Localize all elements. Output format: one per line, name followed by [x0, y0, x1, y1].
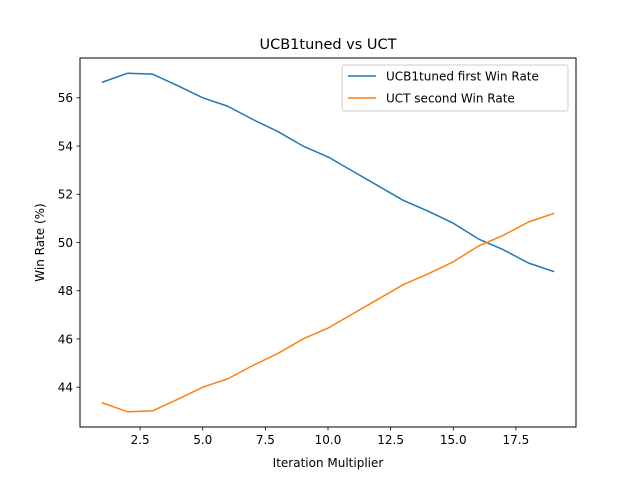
series-line-2 — [101, 212, 555, 413]
y-tick-label: 56 — [58, 91, 73, 105]
y-tick-label: 46 — [58, 332, 73, 346]
x-tick-label: 5.0 — [193, 433, 212, 447]
y-axis-label: Win Rate (%) — [33, 203, 47, 281]
chart-title: UCB1tuned vs UCT — [259, 37, 396, 53]
x-tick-label: 17.5 — [503, 433, 530, 447]
x-tick-label: 10.0 — [315, 433, 342, 447]
y-tick-label: 54 — [58, 139, 73, 153]
plot-frame — [79, 57, 577, 428]
axes-group: 2.5 5.0 7.5 10.0 12.5 15.0 17.5 44 46 48 50 52 54 56 — [58, 91, 530, 447]
x-tick-label: 15.0 — [440, 433, 467, 447]
x-tick-label: 12.5 — [377, 433, 404, 447]
y-tick-label: 48 — [58, 284, 73, 298]
y-tick-label: 50 — [58, 236, 73, 250]
legend-label-2: UCT second Win Rate — [386, 91, 515, 105]
x-tick-label: 7.5 — [256, 433, 275, 447]
legend: UCB1tuned first Win Rate UCT second Win R… — [341, 64, 569, 112]
series-group — [101, 72, 555, 413]
legend-frame — [341, 64, 569, 112]
y-tick-label: 52 — [58, 188, 73, 202]
legend-label-1: UCB1tuned first Win Rate — [386, 69, 539, 83]
series-line-1 — [101, 72, 555, 273]
y-tick-label: 44 — [58, 381, 73, 395]
x-tick-label: 2.5 — [131, 433, 150, 447]
x-axis-label: Iteration Multiplier — [273, 456, 384, 470]
